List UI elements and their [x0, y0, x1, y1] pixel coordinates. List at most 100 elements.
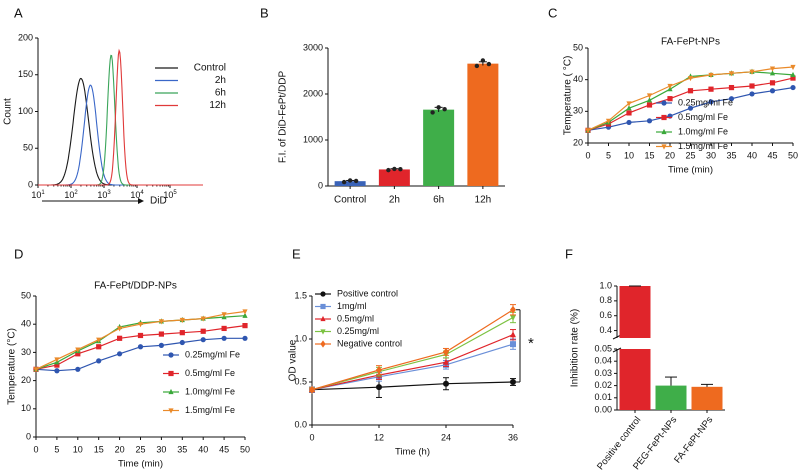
data-point-0-25mg-ml: [510, 315, 516, 321]
data-point: [442, 106, 447, 112]
x-tick-label: 102: [64, 190, 78, 200]
histogram-curve-2h: [38, 84, 203, 186]
legend-marker-0-25mg-ml-fe: [168, 352, 174, 358]
x-tick-label: 30: [706, 150, 716, 160]
x-tick-label: 40: [198, 444, 208, 454]
bar-2h: [378, 169, 410, 186]
data-point-negative-control: [309, 385, 315, 394]
data-point-positive-control: [376, 384, 382, 391]
panel-label-B: B: [260, 5, 269, 20]
panel-label-C: C: [548, 5, 557, 20]
x-tick-label: 25: [135, 444, 145, 454]
data-point-1-5mg-ml-fe: [221, 312, 227, 318]
bar-peg-fept-nps: [655, 385, 687, 410]
legend-label-control: Control: [194, 63, 226, 74]
data-point-1-5mg-ml-fe: [667, 83, 673, 90]
x-tick-label: 0: [33, 444, 38, 454]
y-axis-title: Count: [3, 98, 14, 125]
panel-label-E: E: [292, 246, 301, 261]
data-point-0-5mg-ml-fe: [96, 344, 102, 350]
x-tick-label: 36: [508, 432, 518, 442]
y-axis-title: OD value: [288, 339, 299, 381]
legend-label-0-25mg-ml-fe: 0.25mg/ml Fe: [185, 349, 240, 359]
legend-marker-1-0mg-ml-fe: [661, 128, 667, 135]
data-point-1-5mg-ml-fe: [137, 322, 144, 328]
data-point-0-5mg-ml-fe: [769, 80, 776, 86]
data-point-positive-control: [510, 379, 516, 385]
y-tick-label: 0.0: [294, 419, 307, 429]
data-point-0-5mg-ml-fe: [646, 102, 653, 108]
x-tick-label: 101: [31, 190, 45, 200]
x-tick-label: 12: [374, 432, 384, 442]
y-tick-label: 1.0: [294, 333, 307, 343]
y-tick-label: 30: [21, 347, 31, 357]
data-point: [353, 178, 359, 184]
data-point-negative-control: [510, 305, 516, 314]
data-point-0-25mg-ml-fe: [96, 358, 102, 364]
data-point-0-5mg-ml: [443, 358, 449, 365]
legend-label-6h: 6h: [215, 88, 226, 99]
legend-label-1-5mg-ml-fe: 1.5mg/ml Fe: [678, 141, 728, 151]
y-tick-label: 50: [23, 143, 33, 153]
y-tick-label: 0.04: [594, 356, 612, 366]
x-tick-label: 104: [130, 190, 144, 200]
legend-marker-1mg-ml: [320, 303, 326, 310]
y-tick-label: 0.02: [594, 380, 612, 390]
x-tick-label: 45: [767, 150, 777, 160]
legend-marker-0-5mg-ml-fe: [661, 114, 667, 121]
legend-label-1-0mg-ml-fe: 1.0mg/ml Fe: [185, 386, 235, 396]
x-tick-label: 50: [788, 150, 798, 160]
y-tick-label: 1.5: [294, 290, 307, 300]
data-point-1-0mg-ml-fe: [790, 71, 796, 78]
chart-title: FA-FePt/DDP-NPs: [94, 281, 177, 292]
data-point-negative-control: [443, 347, 449, 356]
x-tick-label: 5: [606, 150, 611, 160]
x-axis-title: DiD: [150, 196, 167, 207]
data-point-0-5mg-ml-fe: [117, 335, 123, 341]
x-tick-label-2h: 2h: [389, 195, 400, 206]
data-point-1-5mg-ml-fe: [626, 101, 632, 107]
data-point-0-25mg-ml-fe: [626, 119, 632, 126]
x-tick-label: 10: [73, 444, 83, 454]
y-tick-label: 0.00: [594, 404, 612, 414]
data-point-positive-control: [443, 380, 449, 387]
bar-control: [334, 181, 366, 186]
data-point-0-25mg-ml-fe: [769, 88, 776, 94]
bar-fa-fept-nps: [691, 386, 723, 410]
data-point-0-5mg-ml-fe: [54, 362, 60, 368]
data-point-0-25mg-ml-fe: [687, 105, 694, 111]
data-point-negative-control: [376, 365, 382, 374]
data-point: [480, 58, 486, 63]
panel-label-D: D: [14, 246, 23, 261]
legend-label-1-0mg-ml-fe: 1.0mg/ml Fe: [678, 126, 728, 136]
data-point-1-0mg-ml-fe: [626, 105, 632, 111]
y-tick-label: 100: [18, 106, 33, 116]
legend-marker-0-25mg-ml-fe: [661, 100, 667, 106]
x-tick-label: 30: [156, 444, 166, 454]
y-tick-label: 0.8: [599, 295, 612, 305]
y-tick-label: 1000: [303, 134, 323, 144]
x-tick-label: 5: [54, 444, 59, 454]
x-tick-label: 105: [163, 190, 177, 200]
y-tick-label: 20: [21, 375, 31, 385]
series-line-1mg-ml: [311, 343, 514, 391]
data-point: [436, 105, 441, 110]
data-point-1-5mg-ml-fe: [117, 326, 123, 332]
y-tick-label: 200: [18, 32, 33, 42]
y-tick-label: 0: [28, 179, 33, 189]
panel-label-F: F: [565, 246, 573, 261]
bar-12h: [467, 63, 499, 186]
data-point-1-5mg-ml-fe: [179, 317, 185, 324]
x-tick-label: 15: [94, 444, 104, 454]
data-point-1-5mg-ml-fe: [75, 347, 81, 353]
data-point-0-5mg-ml-fe: [75, 351, 81, 357]
y-tick-label: 0.5: [294, 376, 307, 386]
data-point-0-5mg-ml-fe: [728, 84, 735, 91]
y-tick-label: 0.01: [594, 392, 612, 402]
legend-marker-1-5mg-ml-fe: [168, 408, 174, 414]
x-tick-label-12h: 12h: [475, 195, 492, 206]
data-point-0-25mg-ml-fe: [790, 84, 796, 91]
data-point-0-5mg-ml-fe: [626, 110, 632, 116]
x-tick-label: 10: [624, 150, 634, 160]
